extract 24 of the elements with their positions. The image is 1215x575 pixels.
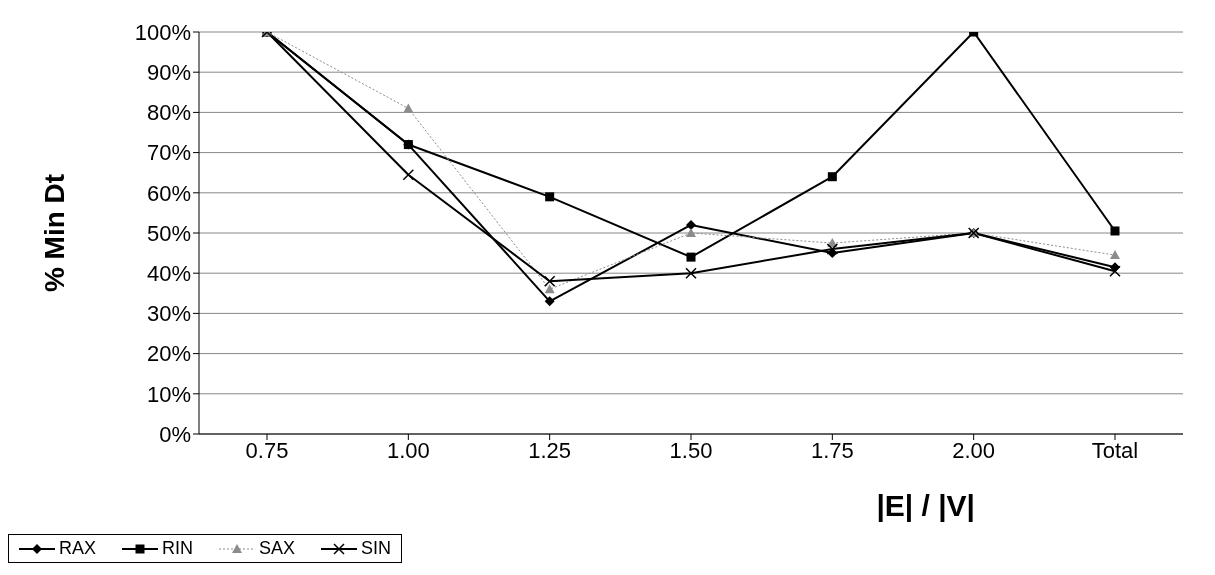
y-tick-label: 80% <box>146 100 191 126</box>
x-tick-label: 1.00 <box>386 437 430 463</box>
x-tick-label: 1.50 <box>669 437 713 463</box>
x-tick-label: 2.00 <box>952 437 996 463</box>
y-tick-label: 40% <box>146 261 191 287</box>
y-tick-label: 90% <box>146 60 191 86</box>
y-tick-label: 100% <box>134 19 191 45</box>
legend-label: SIN <box>361 538 392 559</box>
y-tick-label: 50% <box>146 220 191 246</box>
y-tick-label: 30% <box>146 301 191 327</box>
x-tick-label: 1.25 <box>528 437 572 463</box>
x-tick-label: Total <box>1091 437 1139 463</box>
y-tick-label: 10% <box>146 381 191 407</box>
legend-label: RAX <box>59 538 97 559</box>
y-axis-title: % Min Dt <box>38 173 70 293</box>
legend-label: RIN <box>162 538 194 559</box>
y-tick-label: 0% <box>159 421 191 447</box>
legend-label: SAX <box>259 538 296 559</box>
x-tick-label: 1.75 <box>810 437 854 463</box>
x-axis-title: |E| / |V| <box>876 489 975 522</box>
y-tick-label: 60% <box>146 180 191 206</box>
x-tick-label: 0.75 <box>245 437 289 463</box>
y-tick-label: 70% <box>146 140 191 166</box>
y-tick-label: 20% <box>146 341 191 367</box>
